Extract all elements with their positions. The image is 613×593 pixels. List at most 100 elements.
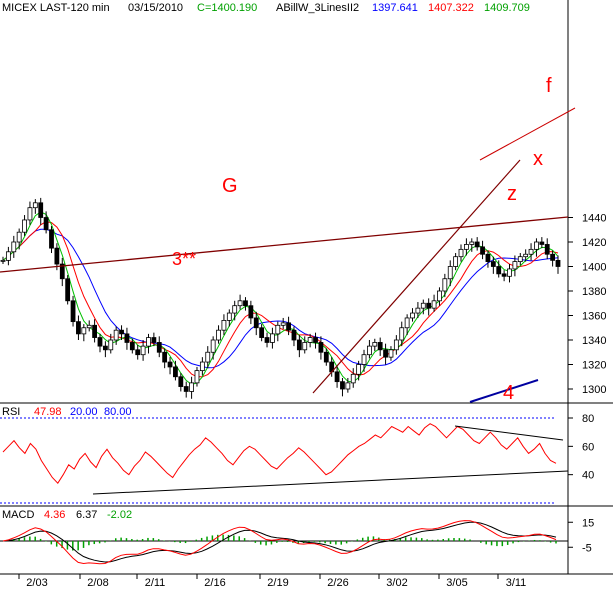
candle-body xyxy=(264,337,270,343)
rsi-tick-label: 80 xyxy=(582,413,594,425)
candle-body xyxy=(135,349,141,356)
macd-line xyxy=(2,520,557,565)
moving-average-line xyxy=(2,228,559,369)
candle-body xyxy=(307,337,313,343)
candle-body xyxy=(393,339,399,351)
candle-body xyxy=(146,337,151,347)
date-tick-label: 2/16 xyxy=(204,577,225,589)
candle-body xyxy=(178,376,184,387)
price-tick-label: 1320 xyxy=(582,360,606,372)
candle-body xyxy=(534,241,539,250)
candle-body xyxy=(410,312,415,319)
candle-body xyxy=(367,345,372,356)
candle-body xyxy=(248,305,254,319)
candle-body xyxy=(340,381,345,390)
candle-body xyxy=(199,361,205,372)
candle-body xyxy=(474,241,480,248)
macd-signal-line xyxy=(2,521,557,563)
price-axis: 1300 1320 1340 1360 1380 1400 1420 1440 xyxy=(568,213,606,396)
date-tick-label: 2/11 xyxy=(145,577,166,589)
candle-body xyxy=(97,337,103,347)
candles xyxy=(0,197,561,399)
candle-body xyxy=(167,361,173,368)
candle-body xyxy=(162,351,168,363)
candle-body xyxy=(383,349,388,358)
price-tick-label: 1420 xyxy=(582,237,606,249)
candle-body xyxy=(420,302,426,309)
candle-body xyxy=(259,327,265,338)
header-date: 03/15/2010 xyxy=(128,2,183,14)
candle-body xyxy=(345,382,351,390)
candle-body xyxy=(86,324,92,329)
candle-body xyxy=(485,253,491,262)
rsi-trend-upper xyxy=(454,425,564,441)
candle-body xyxy=(490,261,496,267)
candle-body xyxy=(447,266,453,280)
price-tick-label: 1340 xyxy=(582,335,606,347)
candle-body xyxy=(399,327,405,341)
candle-body xyxy=(334,371,340,383)
header-indicator-name: ABillW_3LinesII2 xyxy=(276,2,359,14)
candle-body xyxy=(54,247,60,265)
candle-body xyxy=(22,219,27,233)
candle-body xyxy=(453,256,459,267)
rsi-value: 47.98 xyxy=(34,406,62,418)
candle-body xyxy=(102,345,108,351)
date-tick-label: 3/11 xyxy=(506,577,527,589)
candle-body xyxy=(124,333,130,343)
candle-body xyxy=(173,366,178,378)
candle-body xyxy=(92,324,98,338)
header-symbol: MICEX LAST-120 min xyxy=(2,2,110,14)
candle-body xyxy=(183,386,189,392)
candle-body xyxy=(442,278,448,292)
macd-value-1: 4.36 xyxy=(44,509,65,521)
date-tick-label: 2/03 xyxy=(26,577,47,589)
annotation-g: G xyxy=(222,175,238,197)
candle-body xyxy=(113,329,119,341)
annotation-3: 3** xyxy=(172,249,196,269)
candle-body xyxy=(377,342,383,351)
macd-tick-label: -5 xyxy=(582,542,592,554)
trendline-3 xyxy=(0,216,569,273)
candle-body xyxy=(523,253,529,258)
candle-body xyxy=(32,202,38,209)
candle-body xyxy=(415,307,421,314)
date-axis: 2/03 2/08 2/11 2/16 2/19 2/26 3/02 3/05 3/11 xyxy=(18,574,527,589)
candle-body xyxy=(129,342,135,351)
candle-body xyxy=(237,300,243,307)
rsi-line xyxy=(2,423,557,485)
candle-body xyxy=(194,370,200,384)
price-tick-label: 1440 xyxy=(582,213,606,225)
candle-body xyxy=(65,278,71,302)
candle-body xyxy=(458,248,464,258)
candle-body xyxy=(463,244,469,250)
candle-body xyxy=(296,339,302,351)
candle-body xyxy=(140,345,146,356)
annotation-z: z xyxy=(507,183,517,205)
candle-body xyxy=(323,351,329,363)
macd-value-3: -2.02 xyxy=(107,509,132,521)
date-tick-label: 3/05 xyxy=(446,577,467,589)
candle-body xyxy=(243,300,248,307)
candle-body xyxy=(232,305,238,314)
wave-4-line xyxy=(469,379,539,403)
candle-body xyxy=(539,241,545,245)
rsi-tick-label: 40 xyxy=(582,470,594,482)
price-tick-label: 1380 xyxy=(582,286,606,298)
candle-body xyxy=(512,261,518,270)
candle-body xyxy=(216,329,221,341)
rsi-axis: 40 60 80 xyxy=(568,413,594,482)
trendline-upper xyxy=(479,107,576,161)
candle-body xyxy=(210,339,216,353)
moving-average-line xyxy=(2,221,559,378)
candle-body xyxy=(496,266,502,275)
candle-body xyxy=(81,327,87,335)
candle-body xyxy=(226,312,232,321)
candle-body xyxy=(5,251,11,261)
candle-body xyxy=(426,302,432,309)
candle-body xyxy=(507,268,512,277)
date-tick-label: 2/26 xyxy=(327,577,348,589)
rsi-level-20: 20.00 xyxy=(70,406,98,418)
candle-body xyxy=(469,241,475,245)
candle-body xyxy=(350,373,356,384)
